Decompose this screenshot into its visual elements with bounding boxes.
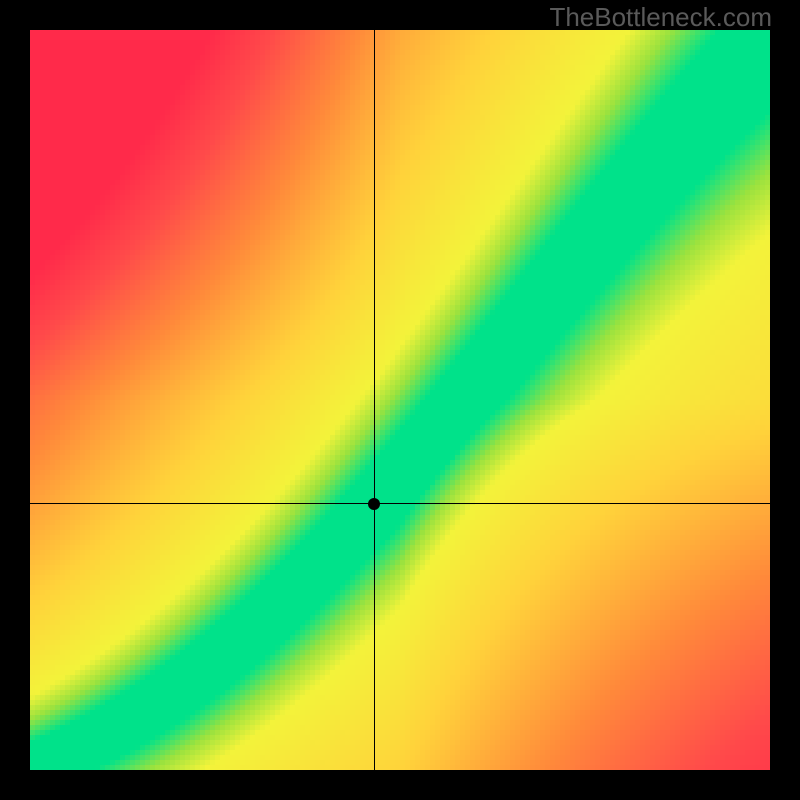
- selection-marker: [368, 498, 380, 510]
- watermark-text: TheBottleneck.com: [549, 2, 772, 33]
- bottleneck-heatmap: [30, 30, 770, 770]
- crosshair-vertical: [374, 30, 375, 770]
- crosshair-horizontal: [30, 503, 770, 504]
